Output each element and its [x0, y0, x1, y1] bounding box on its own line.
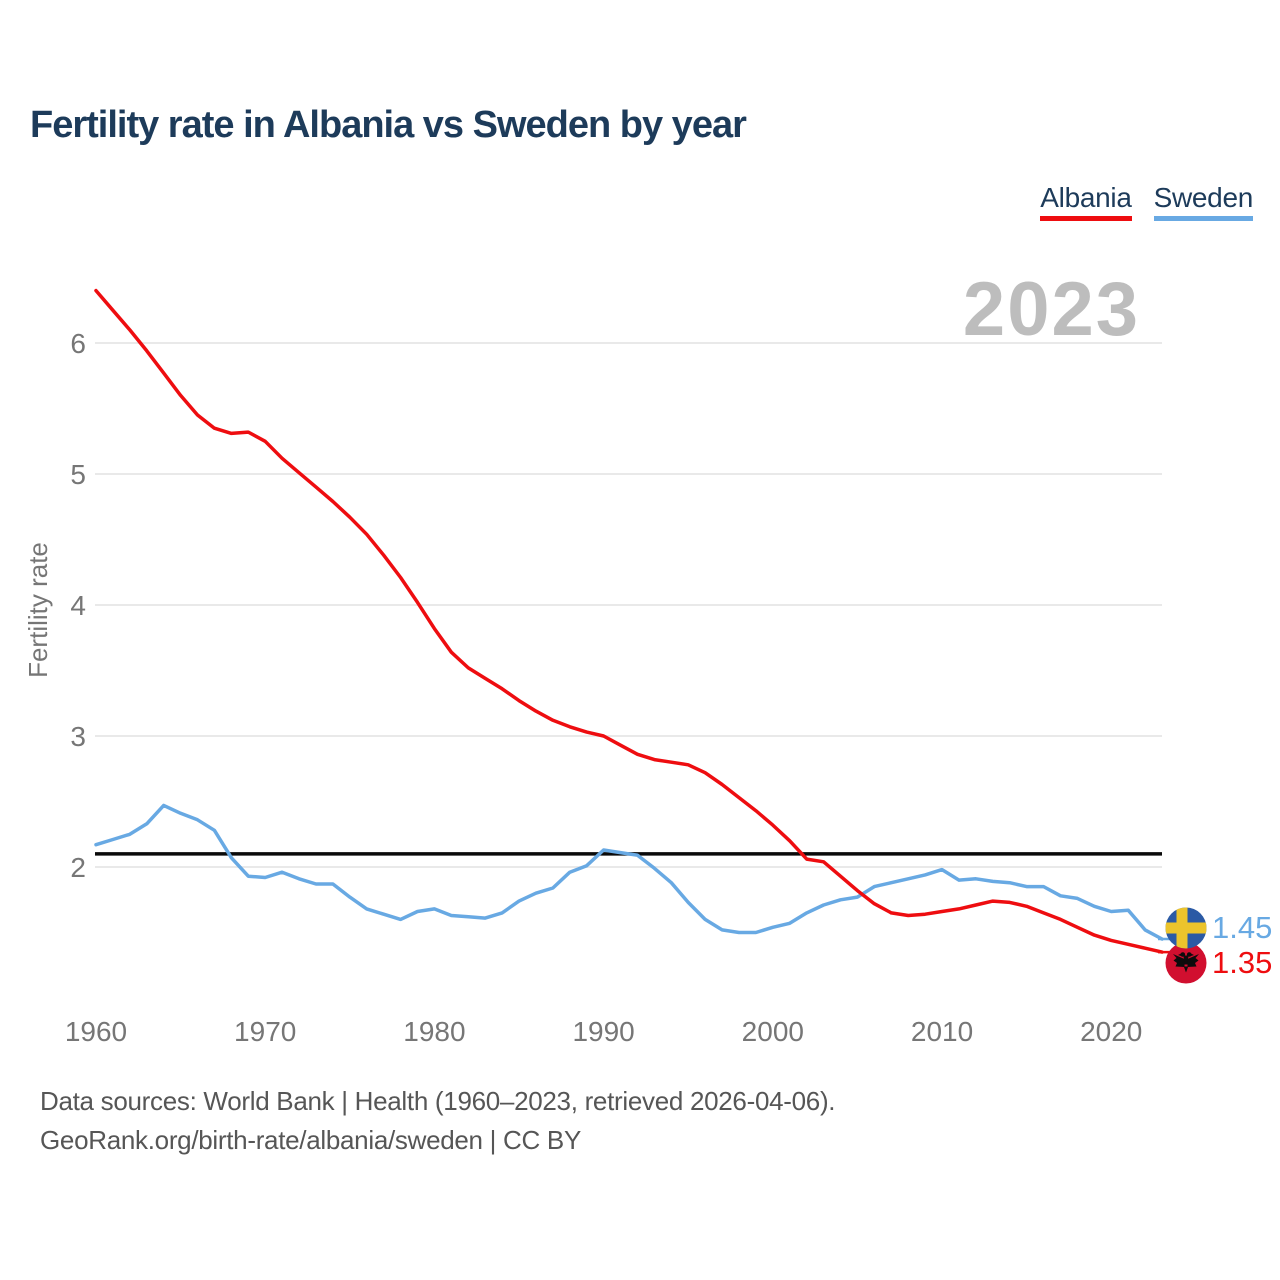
albania-flag-icon	[1165, 942, 1207, 984]
y-tick-label: 2	[70, 852, 86, 883]
legend-underline-albania	[1040, 216, 1132, 221]
sweden-line	[94, 803, 1164, 941]
legend-label-albania: Albania	[1040, 182, 1132, 213]
x-tick-label: 2010	[911, 1016, 973, 1047]
y-tick-label: 4	[70, 590, 86, 621]
y-axis-title: Fertility rate	[23, 542, 53, 678]
x-tick-label: 2020	[1080, 1016, 1142, 1047]
x-tick-label: 1980	[403, 1016, 465, 1047]
legend-item-albania[interactable]: Albania	[1040, 182, 1132, 221]
legend-label-sweden: Sweden	[1153, 182, 1254, 213]
albania-line	[94, 288, 1164, 954]
legend: Albania Sweden	[1040, 182, 1253, 221]
footer-sources-line: Data sources: World Bank | Health (1960–…	[40, 1086, 836, 1116]
y-tick-label: 3	[70, 721, 86, 752]
legend-item-sweden[interactable]: Sweden	[1153, 182, 1254, 221]
x-tick-label: 2000	[742, 1016, 804, 1047]
sweden-flag-icon	[1165, 907, 1207, 949]
x-tick-label: 1990	[572, 1016, 634, 1047]
page-title: Fertility rate in Albania vs Sweden by y…	[30, 104, 747, 146]
y-tick-label: 6	[70, 328, 86, 359]
footer-attribution-line: GeoRank.org/birth-rate/albania/sweden | …	[40, 1124, 581, 1155]
year-watermark: 2023	[962, 267, 1140, 352]
footer: Data sources: World Bank | Health (1960–…	[40, 1082, 836, 1159]
legend-underline-sweden	[1153, 216, 1253, 221]
x-tick-label: 1960	[65, 1016, 127, 1047]
x-tick-label: 1970	[234, 1016, 296, 1047]
sweden-end-value: 1.45	[1212, 910, 1272, 945]
albania-end-value: 1.35	[1212, 945, 1272, 980]
y-tick-label: 5	[70, 459, 86, 490]
